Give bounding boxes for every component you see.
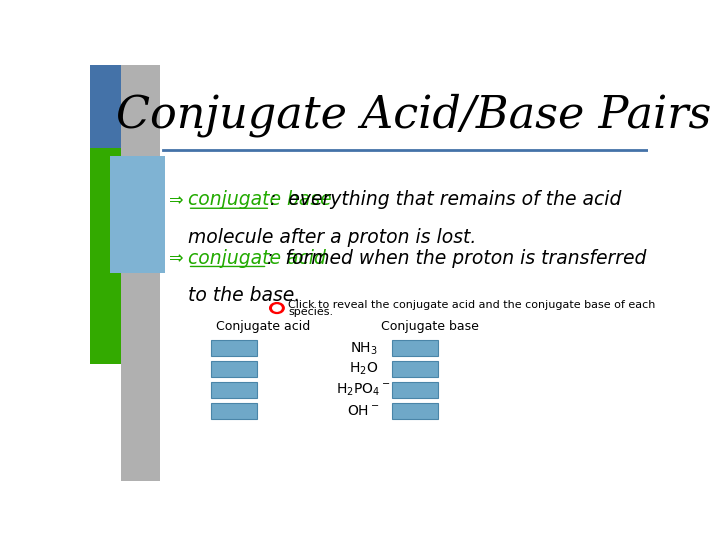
- Bar: [121, 65, 160, 481]
- Text: Conjugate Acid/Base Pairs: Conjugate Acid/Base Pairs: [116, 93, 711, 137]
- Bar: [211, 382, 257, 398]
- Text: to the base.: to the base.: [188, 286, 300, 305]
- Text: H$_2$PO$_4$$^-$: H$_2$PO$_4$$^-$: [336, 382, 390, 398]
- Text: H$_2$O: H$_2$O: [348, 361, 378, 377]
- Text: conjugate acid: conjugate acid: [188, 248, 325, 268]
- Bar: [211, 361, 257, 377]
- Bar: [392, 361, 438, 377]
- Bar: [211, 403, 257, 418]
- Text: conjugate base: conjugate base: [188, 191, 331, 210]
- Text: ⇒: ⇒: [168, 191, 183, 209]
- Text: Conjugate base: Conjugate base: [382, 320, 480, 333]
- Bar: [392, 403, 438, 418]
- Text: species.: species.: [288, 307, 333, 317]
- Text: ⇒: ⇒: [168, 249, 183, 267]
- Text: molecule after a proton is lost.: molecule after a proton is lost.: [188, 228, 476, 247]
- Bar: [90, 65, 121, 148]
- Bar: [109, 156, 166, 273]
- Circle shape: [273, 305, 281, 311]
- Bar: [90, 148, 121, 364]
- Text: :  everything that remains of the acid: : everything that remains of the acid: [270, 191, 621, 210]
- Text: Click to reveal the conjugate acid and the conjugate base of each: Click to reveal the conjugate acid and t…: [288, 300, 655, 310]
- Text: NH$_3$: NH$_3$: [349, 340, 377, 356]
- Bar: [392, 382, 438, 398]
- Text: Conjugate acid: Conjugate acid: [216, 320, 310, 333]
- Text: OH$^-$: OH$^-$: [347, 404, 379, 418]
- Bar: [211, 341, 257, 356]
- Bar: [392, 341, 438, 356]
- Circle shape: [270, 302, 284, 313]
- Text: :  formed when the proton is transferred: : formed when the proton is transferred: [267, 248, 647, 268]
